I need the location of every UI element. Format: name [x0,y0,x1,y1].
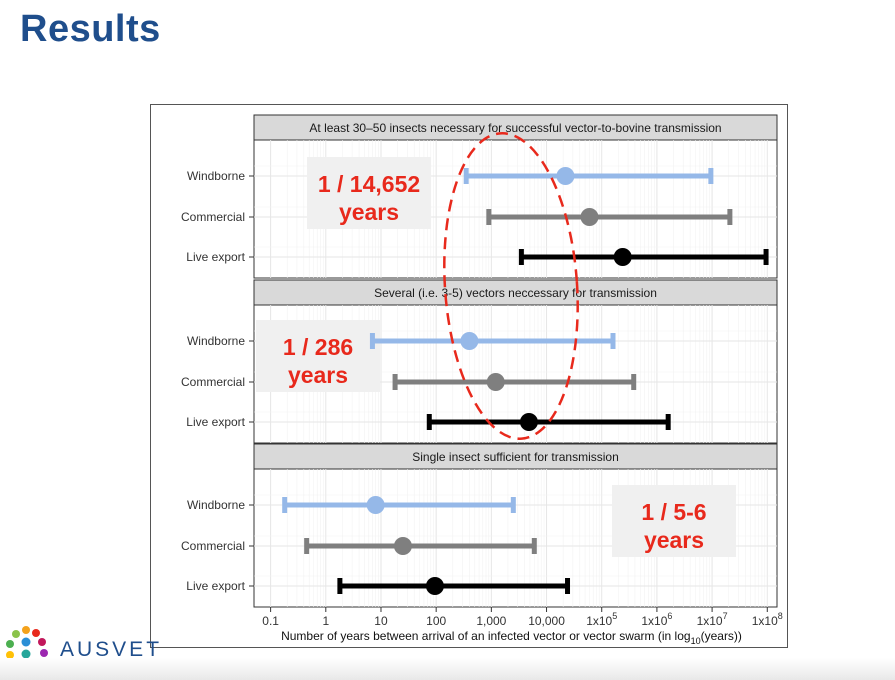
category-label: Live export [186,579,245,593]
median-point [556,167,575,185]
x-tick-exponent: 7 [723,611,728,621]
annotation-rate: 1 / 5-6 [641,499,706,525]
category-label: Live export [186,415,245,429]
annotation-unit: years [644,527,704,553]
category-label: Commercial [181,210,245,224]
annotation-unit: years [288,362,348,388]
annotation-rate: 1 / 14,652 [318,171,420,197]
x-tick-label: 1x106 [641,611,672,628]
category-label: Windborne [187,498,245,512]
x-axis-label-subscript: 10 [691,636,701,646]
logo-text: AUSVET [60,638,163,661]
x-tick-label: 1x107 [697,611,728,628]
x-tick-label: 100 [426,614,446,628]
median-point [580,208,599,226]
median-point [486,373,505,391]
category-label: Windborne [187,169,245,183]
x-tick-label: 1x108 [752,611,783,628]
annotation-rate: 1 / 286 [283,334,353,360]
x-tick-label: 1 [322,614,329,628]
x-tick-label: 0.1 [262,614,279,628]
annotation-unit: years [339,199,399,225]
annotation-background [256,320,380,392]
x-tick-exponent: 6 [667,611,672,621]
median-point [519,413,538,431]
highlight-ellipse [443,132,579,440]
median-point [366,496,385,514]
x-axis-label: Number of years between arrival of an in… [281,629,742,646]
slide-title: Results [20,8,161,50]
median-point [393,537,412,555]
x-tick-label: 10 [374,614,388,628]
bottom-bar [0,658,895,680]
chart-figure: At least 30–50 insects necessary for suc… [150,104,788,648]
category-label: Live export [186,250,245,264]
category-label: Commercial [181,375,245,389]
x-tick-label: 1,000 [476,614,506,628]
annotation-background [612,485,736,557]
median-point [613,248,632,266]
panel-strip [253,279,778,306]
panel-title: Single insect sufficient for transmissio… [412,450,619,464]
median-point [425,577,444,595]
category-label: Windborne [187,334,245,348]
x-axis-label-tail: (years)) [701,629,742,643]
x-tick-exponent: 8 [778,611,783,621]
x-tick-exponent: 5 [612,611,617,621]
median-point [460,332,479,350]
panel-strip [253,443,778,470]
x-tick-label: 10,000 [528,614,565,628]
panel-title: Several (i.e. 3-5) vectors neccessary fo… [374,286,657,300]
x-tick-label: 1x105 [586,611,617,628]
category-label: Commercial [181,539,245,553]
annotation-background [307,157,431,229]
panel-title: At least 30–50 insects necessary for suc… [309,121,721,135]
interval-chart: At least 30–50 insects necessary for suc… [181,114,783,646]
